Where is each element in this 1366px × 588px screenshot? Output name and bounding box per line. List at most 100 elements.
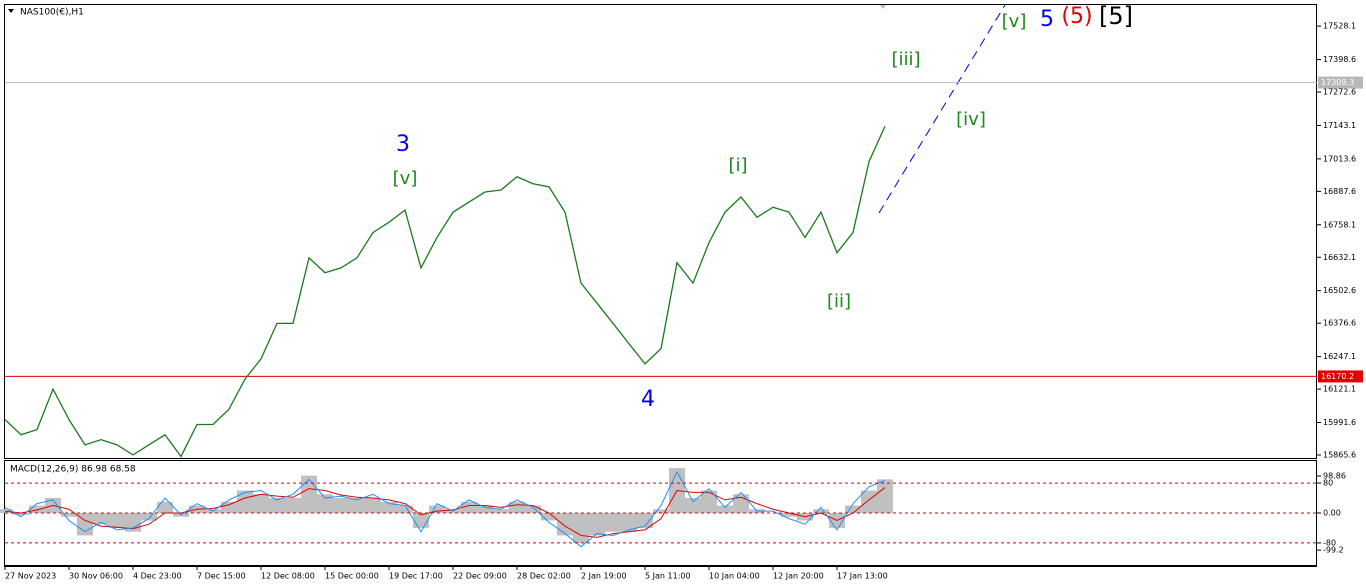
wave-label: 5: [1040, 7, 1054, 32]
wave-label: [5]: [1099, 2, 1133, 30]
x-tick-label: 2 Jan 19:00: [581, 572, 627, 581]
macd-bar: [813, 509, 829, 513]
y-tick-label: 15991.6: [1323, 418, 1356, 427]
macd-bar: [541, 513, 557, 521]
macd-bar: [397, 505, 413, 513]
macd-bar: [157, 501, 173, 513]
y-tick-label: 16121.1: [1323, 385, 1356, 394]
price-level-box: [1318, 370, 1363, 383]
x-tick-label: 5 Jan 11:00: [645, 572, 691, 581]
y-tick-label: 15865.6: [1323, 451, 1356, 460]
x-tick-label: 15 Dec 00:00: [325, 572, 379, 581]
macd-bar: [573, 513, 589, 543]
macd-bar: [781, 513, 797, 517]
macd-bar: [253, 494, 269, 513]
macd-bar: [493, 509, 509, 513]
x-tick-label: 30 Nov 06:00: [69, 572, 123, 581]
macd-bar: [653, 509, 669, 513]
macd-bar: [717, 505, 733, 513]
macd-bar: [525, 505, 541, 513]
y-tick-label: 16376.6: [1323, 319, 1356, 328]
macd-bar: [221, 501, 237, 513]
wave-label: [v]: [1002, 11, 1027, 32]
wave-label: (5): [1061, 4, 1092, 29]
price-line: [4, 125, 886, 458]
price-level-label: 17309.3: [1321, 78, 1354, 87]
macd-bar: [93, 513, 109, 525]
macd-bar: [589, 513, 605, 536]
x-tick-label: 19 Dec 17:00: [389, 572, 443, 581]
macd-bar: [877, 479, 893, 513]
macd-bar: [477, 505, 493, 513]
y-tick-label: 17013.6: [1323, 154, 1356, 163]
macd-bar: [109, 513, 125, 528]
price-pane: [4, 4, 1317, 459]
y-tick-label: 16247.1: [1323, 352, 1356, 361]
y-tick-label: 17528.1: [1323, 22, 1356, 31]
macd-bar: [701, 490, 717, 513]
trend-line: [878, 4, 1006, 214]
macd-bar: [141, 513, 157, 521]
shift-marker: [880, 5, 886, 9]
x-tick-label: 10 Jan 04:00: [709, 572, 760, 581]
price-level-label: 16170.2: [1321, 372, 1354, 381]
y-tick-label: 16632.1: [1323, 253, 1356, 262]
y-tick-label: 16758.1: [1323, 220, 1356, 229]
macd-bar: [461, 501, 477, 513]
wave-label: [iv]: [956, 109, 986, 130]
macd-bar: [605, 513, 621, 532]
wave-label: [i]: [728, 155, 747, 176]
wave-label: [v]: [393, 168, 418, 189]
macd-bar: [301, 475, 317, 513]
macd-bar: [509, 501, 525, 513]
macd-bar: [557, 513, 573, 536]
x-tick-label: 7 Dec 15:00: [197, 572, 246, 581]
x-tick-label: 12 Jan 20:00: [773, 572, 824, 581]
x-tick-label: 28 Dec 02:00: [517, 572, 571, 581]
macd-bar: [637, 513, 653, 528]
x-tick-label: 12 Dec 08:00: [261, 572, 315, 581]
macd-bar: [381, 501, 397, 513]
macd-bar: [685, 498, 701, 513]
price-level-box: [1318, 76, 1363, 89]
y-tick-label: 0.00: [1323, 509, 1341, 518]
y-tick-label: 17398.6: [1323, 55, 1356, 64]
macd-bar: [269, 498, 285, 513]
wave-label: 4: [641, 387, 655, 412]
macd-title: MACD(12,26,9) 86.98 68.58: [10, 465, 136, 475]
macd-bar: [333, 498, 349, 513]
macd-bar: [317, 494, 333, 513]
macd-bar: [29, 505, 45, 513]
y-tick-label: 16887.6: [1323, 187, 1356, 196]
y-tick-label: 17272.6: [1323, 88, 1356, 97]
macd-bar: [349, 498, 365, 513]
macd-bar: [365, 498, 381, 513]
chart-title: NAS100(€),H1: [20, 8, 84, 18]
macd-bar: [285, 498, 301, 513]
macd-bar: [861, 490, 877, 513]
macd-line: [4, 487, 886, 538]
x-tick-label: 17 Jan 13:00: [837, 572, 888, 581]
macd-bar: [237, 490, 253, 513]
x-tick-label: 22 Dec 09:00: [453, 572, 507, 581]
macd-bar: [621, 513, 637, 532]
macd-bar: [125, 513, 141, 532]
wave-label: 3: [396, 132, 410, 157]
x-tick-label: 27 Nov 2023: [5, 572, 56, 581]
y-tick-label: -80: [1323, 538, 1336, 547]
y-tick-label: 17143.1: [1323, 121, 1356, 130]
y-tick-label: 16502.6: [1323, 286, 1356, 295]
macd-bar: [61, 513, 77, 517]
wave-label: [iii]: [891, 49, 920, 70]
x-tick-label: 4 Dec 23:00: [133, 572, 182, 581]
menu-arrow[interactable]: [8, 9, 14, 13]
y-tick-label: 98.86: [1323, 472, 1346, 481]
y-tick-label: -99.2: [1323, 546, 1344, 555]
wave-label: [ii]: [827, 291, 851, 312]
macd-bar: [845, 505, 861, 513]
macd-line: [4, 470, 886, 548]
macd-bar: [429, 505, 445, 513]
macd-bar: [13, 513, 29, 515]
